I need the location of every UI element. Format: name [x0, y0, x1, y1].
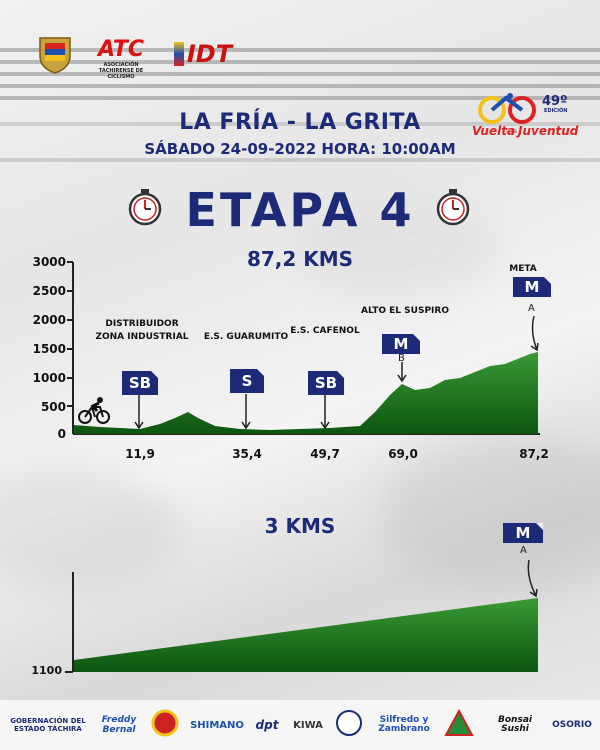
bg-stripe — [0, 96, 600, 100]
sponsor-logo: dpt — [252, 712, 282, 738]
edition-label: EDICIÓN — [544, 108, 568, 114]
final-distance: 3 KMS — [264, 514, 336, 538]
final-mountain-badge: M — [503, 523, 543, 543]
bg-stripe — [0, 158, 600, 162]
sponsor-name: Freddy Bernal — [101, 715, 137, 735]
sponsor-logo: OSORIO — [548, 712, 596, 738]
sponsor-name: SHIMANO — [190, 719, 244, 731]
final-category-label: A — [520, 545, 527, 556]
cyclist-icon — [78, 396, 110, 428]
sponsor-logo: KIWA — [288, 712, 328, 738]
y-tick-label: 3000 — [32, 255, 66, 269]
y-tick-label: 2500 — [32, 284, 66, 298]
sponsor-emblem-icon — [150, 708, 180, 738]
sprint-badge: S — [230, 369, 264, 393]
sponsor-name: Silfredo y Zambrano — [378, 715, 430, 734]
elevation-area — [74, 352, 538, 434]
point-label-distribuidor: DISTRIBUIDOR ZONA INDUSTRIAL — [95, 319, 189, 342]
idt-logo-text: IDT — [186, 40, 233, 68]
sprint-bonus-badge: SB — [122, 371, 158, 395]
point-label-guarumito: E.S. GUARUMITO — [203, 332, 289, 342]
point-label-meta: META — [509, 264, 537, 274]
stage-distance: 87,2 KMS — [246, 247, 354, 271]
finish-mountain-badge: M — [513, 277, 551, 297]
bg-stripe — [0, 122, 600, 126]
sponsor-name: dpt — [255, 718, 279, 732]
sponsor-logo: Silfredo y Zambrano — [372, 712, 436, 738]
stage-title: ETAPA 4 — [185, 183, 415, 237]
final-elevation-area — [74, 598, 538, 672]
x-tick-label: 49,7 — [310, 447, 340, 461]
state-seal-logo — [36, 34, 74, 74]
stopwatch-icon — [436, 188, 470, 230]
point-label-cafenol: E.S. CAFENOL — [290, 326, 360, 336]
bg-texture — [380, 430, 600, 590]
sponsor-emblem-icon — [334, 708, 364, 738]
event-name-vuelta: Vuelta — [472, 124, 516, 138]
event-name-juventud: Juventud — [518, 124, 579, 138]
mountain-category-label: B — [398, 353, 405, 364]
bg-stripe — [0, 72, 600, 76]
sponsor-name: KIWA — [293, 719, 323, 731]
route-title: LA FRÍA - LA GRITA — [179, 110, 421, 135]
y-tick-label: 500 — [40, 400, 66, 414]
atc-caption: ASOCIACIÓN TACHIRENSE DE CICLISMO — [98, 61, 144, 80]
stopwatch-icon — [128, 188, 162, 230]
y-tick-label: 0 — [57, 427, 66, 441]
sponsor-bar — [0, 700, 600, 750]
idt-logo: IDT — [170, 38, 236, 70]
final-y-tick-label: 1100 — [31, 664, 62, 677]
y-tick-label: 2000 — [32, 313, 66, 327]
bg-stripe — [0, 84, 600, 88]
schedule-text: SÁBADO 24-09-2022 HORA: 10:00AM — [144, 140, 456, 158]
sponsor-logo: Bonsai Sushi — [486, 712, 544, 738]
bg-stripe — [0, 48, 600, 52]
sponsor-logo: Freddy Bernal — [94, 712, 144, 738]
atc-logo: ATC ASOCIACIÓN TACHIRENSE DE CICLISMO — [88, 34, 154, 82]
x-tick-label: 87,2 — [519, 447, 549, 461]
sponsor-name: OSORIO — [552, 720, 592, 730]
bg-texture — [0, 470, 180, 590]
marker-arrows — [134, 315, 539, 598]
atc-logo-text: ATC — [97, 36, 145, 62]
x-tick-label: 69,0 — [388, 447, 418, 461]
mountain-badge: M — [382, 334, 420, 354]
sprint-bonus-badge: SB — [308, 371, 344, 395]
sponsor-emblem-icon — [442, 708, 476, 738]
x-tick-label: 11,9 — [125, 447, 155, 461]
x-tick-label: 35,4 — [232, 447, 262, 461]
sponsor-logo: SHIMANO — [186, 712, 248, 738]
y-tick-label: 1000 — [32, 371, 66, 385]
event-name-ala: a la — [506, 128, 517, 135]
sponsor-name: Bonsai Sushi — [498, 715, 532, 734]
bg-stripe — [0, 60, 600, 64]
sponsor-name: GOBERNACIÓN DEL ESTADO TÁCHIRA — [10, 717, 86, 733]
point-label-alto-el-suspiro: ALTO EL SUSPIRO — [361, 306, 449, 316]
mountain-category-label: A — [528, 303, 535, 314]
edition-number: 49º — [542, 94, 568, 109]
vuelta-juventud-logo: 49º EDICIÓN Vuelta a la Juventud — [470, 92, 578, 144]
y-tick-label: 1500 — [32, 342, 66, 356]
y-axis-ticks — [67, 261, 73, 407]
sponsor-logo: GOBERNACIÓN DEL ESTADO TÁCHIRA — [6, 712, 90, 738]
